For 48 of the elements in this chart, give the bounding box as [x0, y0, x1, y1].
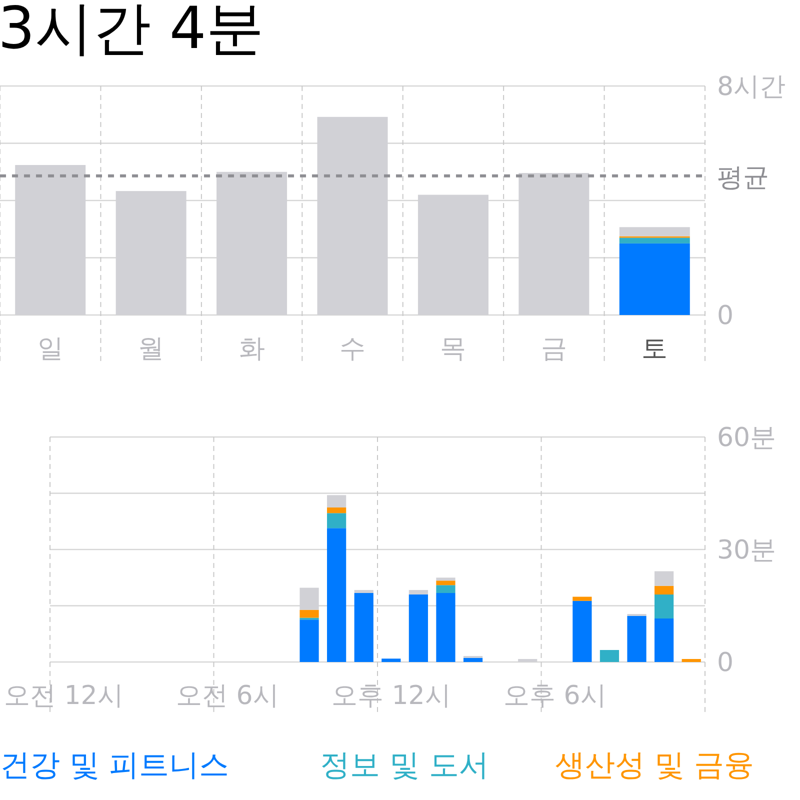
bar [354, 590, 374, 593]
x-tick-label: 월 [138, 334, 164, 364]
bar [354, 593, 374, 662]
x-tick-label: 오전 6시 [176, 681, 279, 711]
bar [572, 596, 592, 601]
text: 정보 및 도서 [320, 748, 490, 783]
y-tick-label: 8시간 [717, 72, 786, 102]
x-tick-label: 일 [37, 334, 64, 364]
bar [619, 238, 690, 244]
x-tick-label: 수 [340, 334, 366, 364]
bar [463, 658, 483, 662]
bar [600, 650, 620, 662]
text: 생산성 및 금융 [555, 748, 754, 783]
y-tick-label: 30분 [717, 536, 776, 566]
x-tick-label: 금 [540, 334, 567, 364]
x-tick-label: 오후 12시 [331, 681, 451, 711]
bar [619, 227, 690, 236]
x-tick-label: 화 [238, 334, 265, 364]
bar [654, 618, 674, 662]
bar [654, 571, 674, 586]
bar [408, 594, 428, 662]
bar [682, 659, 701, 662]
bar [654, 586, 674, 594]
bar [436, 593, 456, 662]
bar [654, 594, 674, 618]
bar [619, 243, 690, 315]
chart-title: 3시간 4분 [0, 0, 264, 62]
bar [300, 610, 319, 618]
x-tick-label: 토 [642, 334, 668, 364]
bar [627, 616, 646, 662]
bar [382, 658, 401, 662]
y-tick-label: 60분 [717, 423, 776, 453]
x-tick-label: 오후 6시 [503, 681, 606, 711]
bar [572, 600, 592, 662]
bar [436, 580, 456, 586]
ref-line-label: 평균 [717, 162, 769, 193]
bar [327, 508, 346, 514]
text: 건강 및 피트니스 [0, 748, 230, 783]
bar [327, 513, 346, 528]
x-tick-label: 오전 12시 [4, 681, 124, 711]
bar [436, 578, 456, 581]
bar [300, 620, 319, 662]
bar [327, 528, 346, 662]
x-tick-label: 목 [440, 334, 466, 364]
y-tick-label: 0 [717, 301, 734, 331]
bar [408, 590, 428, 594]
y-tick-label: 0 [717, 648, 734, 678]
bar [436, 585, 456, 593]
